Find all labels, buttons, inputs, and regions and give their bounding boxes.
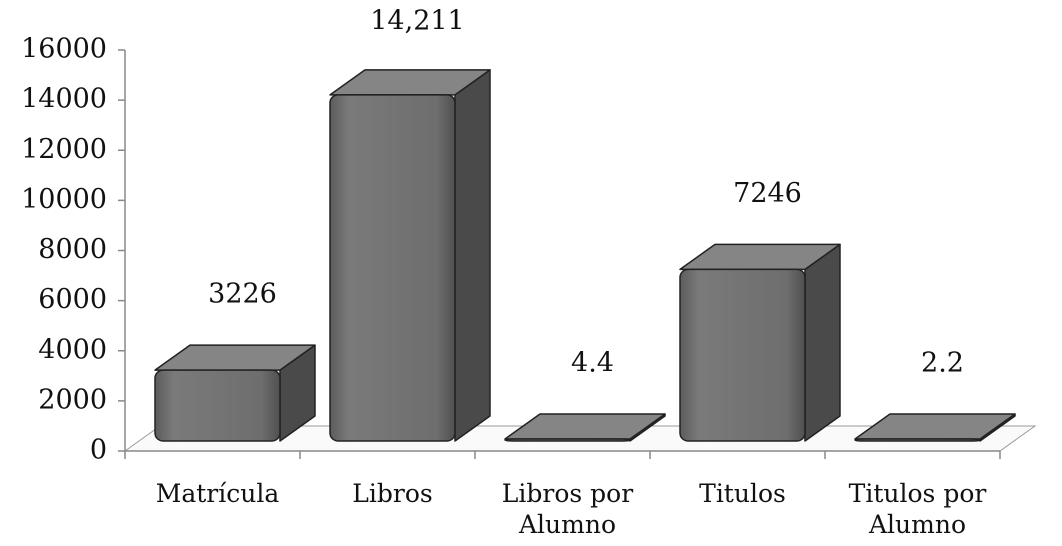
y-tick-label: 12000 xyxy=(21,134,107,165)
value-label: 4.4 xyxy=(571,348,614,379)
bar xyxy=(504,413,666,442)
bar-front xyxy=(854,438,981,442)
bar-front xyxy=(679,268,806,442)
y-tick-label: 0 xyxy=(90,435,107,466)
x-tick-label: Libros por Alumno xyxy=(501,479,634,539)
x-tick-label: Titulos xyxy=(699,479,786,508)
y-tick-label: 14000 xyxy=(21,84,107,115)
y-tick-label: 6000 xyxy=(38,284,107,315)
bar-side xyxy=(804,243,841,442)
x-tick-label: Titulos por Alumno xyxy=(848,479,987,539)
bar xyxy=(854,413,1016,442)
y-tick-label: 16000 xyxy=(21,34,107,65)
value-label: 3226 xyxy=(208,279,277,310)
bar-front xyxy=(504,438,631,442)
x-tick-label: Libros xyxy=(352,479,433,508)
y-tick-label: 8000 xyxy=(38,234,107,265)
value-label: 14,211 xyxy=(370,6,464,37)
bar xyxy=(154,344,316,442)
value-label: 2.2 xyxy=(921,348,964,379)
y-tick-label: 2000 xyxy=(38,384,107,415)
bar-front xyxy=(154,369,281,442)
bar-side xyxy=(454,69,491,442)
bar-front xyxy=(329,94,456,442)
y-tick-label: 4000 xyxy=(38,334,107,365)
value-label: 7246 xyxy=(733,178,802,209)
bar xyxy=(679,243,841,442)
bar xyxy=(329,69,491,442)
y-tick-label: 10000 xyxy=(21,184,107,215)
x-tick-label: Matrícula xyxy=(155,479,280,508)
